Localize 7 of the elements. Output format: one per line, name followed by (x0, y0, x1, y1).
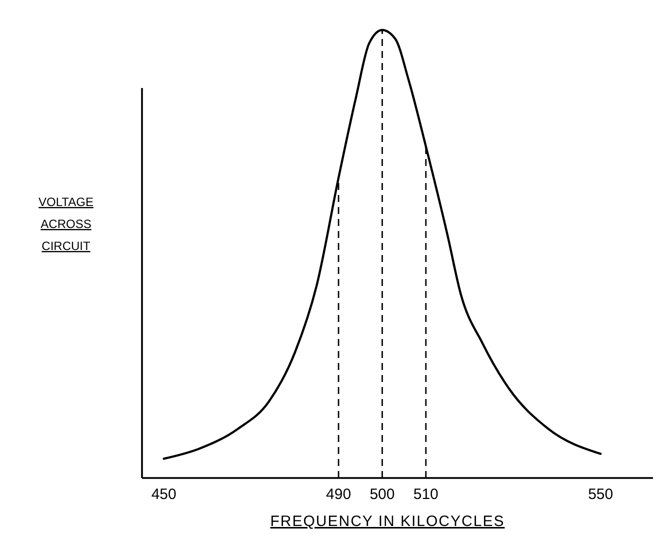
x-tick-label: 450 (151, 486, 176, 503)
y-axis-title: VOLTAGE ACROSS CIRCUIT (38, 195, 94, 253)
x-tick-label: 550 (588, 486, 614, 503)
x-axis-title: FREQUENCY IN KILOCYCLES (270, 513, 505, 530)
x-tick-label: 490 (326, 486, 352, 503)
x-tick-label: 500 (370, 486, 395, 503)
x-tick-label: 510 (413, 486, 438, 503)
